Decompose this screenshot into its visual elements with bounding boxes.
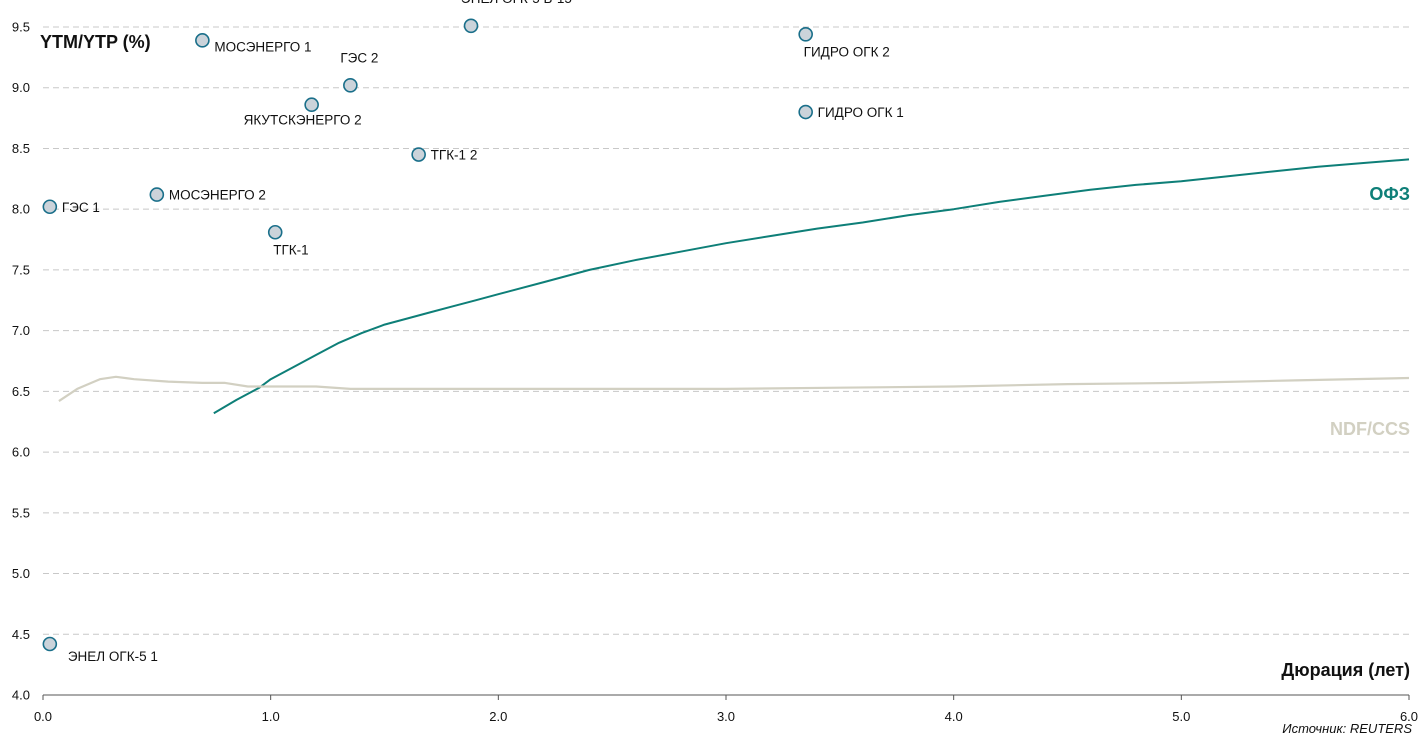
scatter-point — [149, 187, 165, 202]
y-tick-label: 4.0 — [12, 688, 30, 703]
point-label: ГИДРО ОГК 1 — [818, 105, 904, 120]
x-tick-label: 6.0 — [1400, 709, 1418, 724]
scatter-point — [195, 33, 210, 48]
x-tick-label: 0.0 — [34, 709, 52, 724]
scatter-point — [267, 224, 283, 240]
x-tick-label: 4.0 — [945, 709, 963, 724]
y-tick-label: 8.0 — [12, 202, 30, 217]
point-label: ГИДРО ОГК 2 — [804, 44, 890, 59]
y-tick-label: 5.0 — [12, 566, 30, 581]
point-label: ТГК-1 — [273, 242, 308, 257]
scatter-points — [42, 18, 813, 652]
y-tick-label: 5.5 — [12, 505, 30, 520]
y-tick-label: 6.5 — [12, 384, 30, 399]
y-tick-label: 8.5 — [12, 141, 30, 156]
point-label: МОСЭНЕРГО 2 — [169, 188, 266, 203]
ndf-ccs-curve — [58, 375, 1410, 403]
x-tick-label: 3.0 — [717, 709, 735, 724]
y-tick-label: 4.5 — [12, 627, 30, 642]
point-label: ТГК-1 2 — [431, 148, 478, 163]
x-tick-label: 1.0 — [262, 709, 280, 724]
y-axis-title: YTM/YTP (%) — [40, 32, 151, 52]
point-label: ЭНЕЛ ОГК-5 1 — [68, 649, 158, 664]
scatter-point — [304, 97, 319, 113]
axes: 4.0 4.5 5.0 5.5 6.0 6.5 7.0 7.5 8.0 8.5 9.0 9.5 0.0 1… — [12, 20, 1418, 725]
point-label: МОСЭНЕРГО 1 — [214, 39, 311, 54]
ofz-curve — [213, 158, 1410, 415]
point-label: ЭНЕЛ ОГК-5 Б-15 — [461, 0, 572, 6]
scatter-point — [463, 18, 479, 34]
series-label-ndf: NDF/CCS — [1330, 419, 1410, 439]
y-tick-label: 7.0 — [12, 323, 30, 338]
series-lines — [58, 158, 1410, 415]
chart-labels: YTM/YTP (%) Дюрация (лет) ОФЗ NDF/CCS Ис… — [40, 0, 1412, 736]
scatter-point — [343, 77, 358, 93]
source-note: Источник: REUTERS — [1282, 721, 1412, 736]
point-label: ЯКУТСКЭНЕРГО 2 — [244, 113, 362, 128]
x-axis-title: Дюрация (лет) — [1281, 660, 1410, 680]
y-tick-label: 9.0 — [12, 80, 30, 95]
scatter-point — [798, 104, 813, 120]
scatter-point — [42, 199, 58, 215]
grid-lines — [43, 26, 1409, 635]
point-label: ГЭС 2 — [340, 50, 378, 65]
series-label-ofz: ОФЗ — [1369, 184, 1410, 204]
x-tick-label: 5.0 — [1172, 709, 1190, 724]
scatter-point — [411, 147, 426, 162]
scatter-point — [42, 636, 58, 652]
y-tick-label: 6.0 — [12, 445, 30, 460]
y-tick-label: 9.5 — [12, 20, 30, 35]
x-tick-label: 2.0 — [489, 709, 507, 724]
y-tick-label: 7.5 — [12, 262, 30, 277]
scatter-point — [798, 26, 813, 42]
point-label: ГЭС 1 — [62, 200, 100, 215]
